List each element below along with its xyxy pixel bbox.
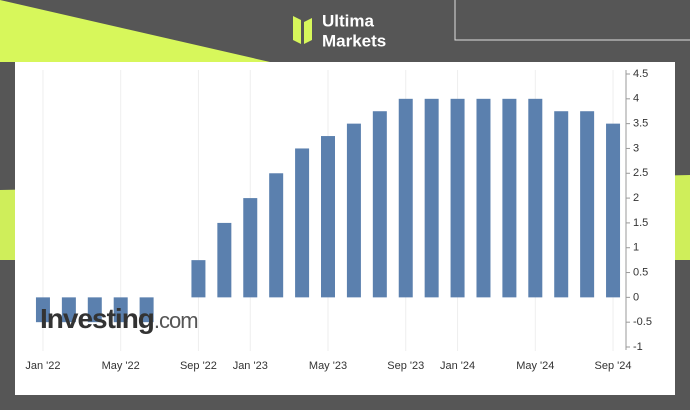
- bar: [321, 136, 335, 298]
- watermark-name: Investing: [40, 303, 154, 334]
- bar: [139, 297, 154, 323]
- bar: [346, 123, 361, 298]
- bar: [528, 98, 543, 298]
- bar: [61, 297, 76, 323]
- y-tick-label: -1: [633, 341, 643, 353]
- brand-name: Markets: [322, 31, 386, 50]
- x-tick-label: Jan '24: [440, 360, 475, 372]
- bar: [476, 98, 491, 298]
- y-tick-label: 0: [633, 291, 639, 303]
- brand-logo: [293, 16, 312, 44]
- x-tick-label: Jan '23: [233, 360, 268, 372]
- y-tick-label: 1.5: [633, 217, 648, 229]
- bar: [424, 98, 439, 298]
- bar: [113, 297, 128, 323]
- bar: [372, 111, 387, 298]
- y-tick-label: -0.5: [633, 316, 652, 328]
- x-tick-label: Sep '24: [595, 360, 632, 372]
- bar: [295, 148, 310, 298]
- y-tick-label: 2: [633, 192, 639, 204]
- bar: [502, 98, 517, 298]
- bar: [554, 111, 569, 298]
- y-tick-label: 0.5: [633, 266, 648, 278]
- x-tick-label: May '24: [516, 360, 554, 372]
- bar: [217, 222, 232, 298]
- y-tick-label: 1: [633, 242, 639, 254]
- bar: [243, 198, 258, 298]
- x-tick-label: May '22: [102, 360, 140, 372]
- y-tick-label: 4: [633, 93, 639, 105]
- brand-name: Ultima: [322, 11, 375, 30]
- watermark-suffix: .com: [154, 308, 198, 333]
- x-tick-label: Jan '22: [25, 360, 60, 372]
- y-tick-label: 2.5: [633, 167, 648, 179]
- decor-line: [454, 0, 690, 41]
- bar: [580, 111, 595, 298]
- bar: [191, 260, 206, 298]
- y-tick-label: 4.5: [633, 68, 648, 80]
- accent-top: [0, 0, 270, 62]
- bar: [606, 123, 621, 298]
- bar: [35, 297, 50, 323]
- bar: [87, 297, 102, 323]
- bar: [398, 98, 413, 298]
- watermark: Investing.com: [40, 303, 198, 334]
- bar: [450, 98, 465, 298]
- y-tick-label: 3.5: [633, 118, 648, 130]
- x-tick-label: Sep '23: [387, 360, 424, 372]
- bar: [269, 173, 284, 298]
- y-tick-label: 3: [633, 142, 639, 154]
- chart-panel: [15, 62, 675, 395]
- x-tick-label: May '23: [309, 360, 347, 372]
- x-tick-label: Sep '22: [180, 360, 217, 372]
